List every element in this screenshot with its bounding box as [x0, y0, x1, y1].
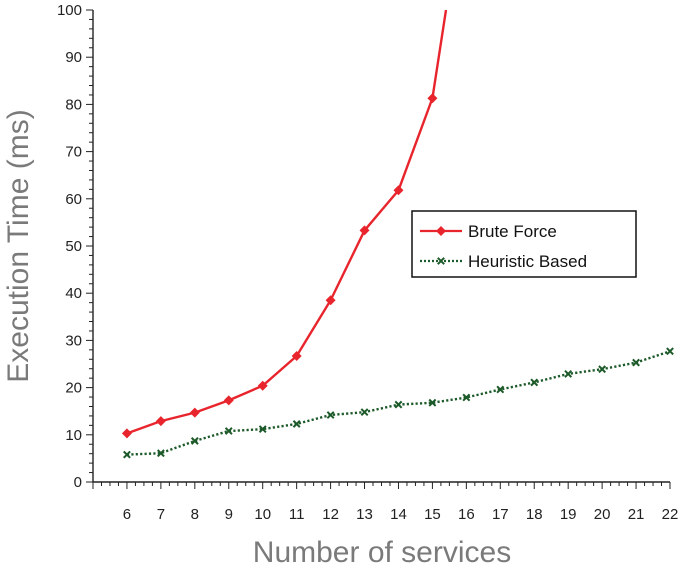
- data-point-heuristic-based: [326, 411, 335, 419]
- data-point-heuristic-based: [530, 378, 539, 387]
- x-tick-label: 22: [662, 506, 679, 523]
- x-tick-label: 14: [390, 506, 407, 523]
- x-tick-label: 15: [424, 506, 441, 523]
- x-tick-label: 11: [289, 506, 305, 523]
- x-tick-label: 8: [191, 506, 199, 523]
- data-point-heuristic-based: [564, 370, 573, 378]
- data-point-heuristic-based: [123, 450, 131, 459]
- x-tick-label: 17: [492, 506, 509, 523]
- data-point-brute-force: [427, 93, 438, 104]
- x-tick-label: 13: [356, 506, 373, 523]
- y-tick-label: 40: [65, 285, 82, 302]
- data-point-heuristic-based: [224, 427, 233, 435]
- data-point-brute-force: [325, 295, 336, 306]
- y-tick-label: 100: [57, 2, 82, 19]
- x-tick-label: 19: [560, 506, 577, 523]
- x-tick-label: 16: [458, 506, 475, 523]
- legend-label-brute-force: Brute Force: [468, 222, 557, 241]
- data-point-brute-force: [291, 350, 302, 361]
- data-point-brute-force: [359, 225, 370, 236]
- data-point-heuristic-based: [666, 347, 674, 356]
- data-point-heuristic-based: [462, 393, 471, 402]
- x-tick-label: 21: [628, 506, 645, 523]
- x-tick-label: 7: [157, 506, 165, 523]
- x-tick-label: 20: [594, 506, 611, 523]
- legend: Brute Force Heuristic Based: [411, 210, 637, 278]
- y-axis-title: Execution Time (ms): [2, 109, 35, 382]
- plot-area: [121, 9, 674, 459]
- data-point-brute-force: [393, 185, 404, 196]
- x-tick-label: 12: [322, 506, 339, 523]
- y-tick-label: 20: [65, 380, 82, 397]
- x-tick-label: 9: [225, 506, 233, 523]
- series-line-heuristic-based: [126, 350, 671, 456]
- x-axis-title: Number of services: [253, 536, 511, 569]
- y-tick-label: 30: [65, 332, 82, 349]
- y-tick-label: 10: [65, 427, 82, 444]
- data-point-heuristic-based: [258, 425, 267, 434]
- axes: 0 10 20 30 40 50 60 70 80 90 100 6 7 8 9 10 11 12 13 14 15 16…: [57, 2, 678, 523]
- data-point-heuristic-based: [428, 398, 437, 407]
- data-point-brute-force: [121, 428, 132, 439]
- data-point-heuristic-based: [632, 358, 640, 367]
- data-point-brute-force: [223, 395, 234, 406]
- legend-marker-brute-force: [436, 226, 446, 236]
- data-point-heuristic-based: [394, 400, 403, 409]
- y-tick-label: 50: [65, 238, 82, 255]
- y-tick-label: 0: [74, 474, 82, 491]
- data-point-brute-force: [257, 380, 268, 391]
- data-point-brute-force: [189, 407, 200, 418]
- data-point-heuristic-based: [292, 420, 301, 428]
- y-tick-label: 90: [65, 49, 82, 66]
- x-tick-label: 10: [254, 506, 271, 523]
- data-point-heuristic-based: [360, 408, 369, 417]
- data-point-brute-force: [155, 416, 166, 427]
- legend-marker-heuristic-based: [437, 257, 445, 265]
- legend-label-heuristic-based: Heuristic Based: [468, 252, 587, 271]
- data-point-heuristic-based: [598, 365, 607, 374]
- y-tick-label: 80: [65, 96, 82, 113]
- x-tick-label: 18: [526, 506, 543, 523]
- data-point-heuristic-based: [496, 385, 505, 394]
- data-point-heuristic-based: [190, 437, 199, 445]
- series-line-brute-force: [126, 9, 448, 435]
- x-tick-label: 6: [123, 506, 131, 523]
- y-tick-label: 60: [65, 191, 82, 208]
- data-point-heuristic-based: [156, 449, 165, 458]
- legend-box: [411, 210, 637, 278]
- y-tick-label: 70: [65, 144, 82, 161]
